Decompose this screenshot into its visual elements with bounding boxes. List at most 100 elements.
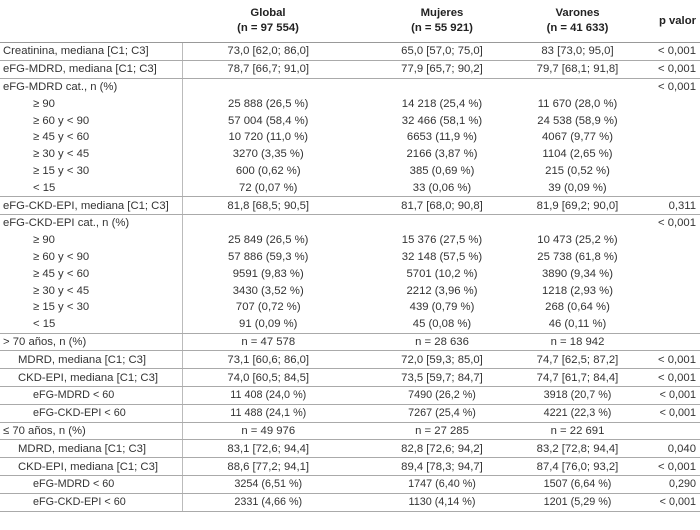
table-row: ≥ 15 y < 30 600 (0,62 %) 385 (0,69 %) 215 (… xyxy=(0,162,700,180)
cell-varones: 1201 (5,29 %) xyxy=(530,493,625,512)
cell-empty xyxy=(530,214,625,231)
cell-mujeres: 2212 (3,96 %) xyxy=(406,284,478,297)
cell-empty xyxy=(182,214,354,231)
data-table: Global (n = 97 554) Mujeres (n = 55 921) Var… xyxy=(0,0,700,512)
cell-varones: n = 22 691 xyxy=(530,422,625,441)
cell-mujeres: 14 218 (25,4 %) xyxy=(401,97,483,110)
row-label: ≥ 90 xyxy=(0,231,183,249)
cell-global: 72 (0,07 %) xyxy=(182,179,354,198)
table-row: < 15 72 (0,07 %) 33 (0,06 %) 39 (0,09 %) xyxy=(0,179,700,198)
cell-varones: 1104 (2,65 %) xyxy=(542,148,613,161)
cell-empty xyxy=(354,214,530,231)
cell-empty xyxy=(625,265,700,282)
cell-varones: n = 18 942 xyxy=(530,333,625,352)
row-label: CKD-EPI, mediana [C1; C3] xyxy=(0,457,183,476)
cell-varones: 1507 (6,64 %) xyxy=(530,475,625,494)
cell-varones: 81,9 [69,2; 90,0] xyxy=(530,196,625,215)
cell-empty xyxy=(625,249,700,266)
row-label: ≥ 90 xyxy=(0,95,183,113)
cell-p: < 0,001 xyxy=(625,368,700,387)
cell-mujeres: 72,0 [59,3; 85,0] xyxy=(354,350,530,370)
cell-varones: 4221 (22,3 %) xyxy=(530,404,625,423)
row-label: eFG-CKD-EPI < 60 xyxy=(0,493,183,512)
cell-global: 57 886 (59,3 %) xyxy=(228,250,309,263)
column-header: Varones (n = 41 633) xyxy=(530,0,625,43)
row-label: eFG-MDRD, mediana [C1; C3] xyxy=(0,60,183,79)
cell-varones: 83,2 [72,8; 94,4] xyxy=(530,439,625,459)
cell-global: 11 408 (24,0 %) xyxy=(182,386,354,405)
cell-global: 73,1 [60,6; 86,0] xyxy=(182,350,354,370)
table-row: eFG-MDRD cat., n (%) < 0,001 xyxy=(0,78,700,96)
row-label: < 15 xyxy=(0,315,183,334)
cell-empty xyxy=(625,163,700,180)
table-row: ≥ 60 y < 90 57 886 (59,3 %) 32 148 (57,5 %… xyxy=(0,248,700,266)
cell-mujeres: 65,0 [57,0; 75,0] xyxy=(354,42,530,61)
cell-varones: 3918 (20,7 %) xyxy=(530,386,625,405)
cell-p: < 0,001 xyxy=(625,457,700,476)
cell-empty xyxy=(625,129,700,146)
row-label: ≥ 15 y < 30 xyxy=(0,162,183,180)
column-name: Global xyxy=(250,7,286,19)
cell-mujeres: 15 376 (27,5 %) xyxy=(401,234,483,247)
cell-mujeres: 32 466 (58,1 %) xyxy=(401,114,483,127)
cell-varones: 268 (0,64 %) xyxy=(545,301,610,314)
cell-mujeres: 1747 (6,40 %) xyxy=(354,475,530,494)
cell-empty xyxy=(625,333,700,352)
table-row: eFG-CKD-EPI cat., n (%) < 0,001 xyxy=(0,214,700,232)
table-row: eFG-CKD-EPI, mediana [C1; C3] 81,8 [68,5;… xyxy=(0,196,700,215)
table-row: ≥ 90 25 849 (26,5 %) 15 376 (27,5 %) 10 473… xyxy=(0,231,700,249)
cell-global: n = 47 578 xyxy=(182,333,354,352)
cell-p: < 0,001 xyxy=(657,80,696,93)
cell-varones: 25 738 (61,8 %) xyxy=(537,250,618,263)
table-row: eFG-MDRD, mediana [C1; C3] 78,7 [66,7; 91… xyxy=(0,60,700,79)
cell-varones: 79,7 [68,1; 91,8] xyxy=(530,60,625,79)
column-header: Mujeres (n = 55 921) xyxy=(354,0,530,43)
cell-empty xyxy=(530,78,625,95)
row-label: eFG-MDRD < 60 xyxy=(0,386,183,405)
row-label: CKD-EPI, mediana [C1; C3] xyxy=(0,368,183,387)
cell-p: < 0,001 xyxy=(625,42,700,61)
table-row: CKD-EPI, mediana [C1; C3] 88,6 [77,2; 94,… xyxy=(0,457,700,476)
cell-global: 707 (0,72 %) xyxy=(235,301,301,314)
table-row: ≥ 90 25 888 (26,5 %) 14 218 (25,4 %) 11 670… xyxy=(0,95,700,113)
cell-p: < 0,001 xyxy=(625,404,700,423)
cell-global: 600 (0,62 %) xyxy=(235,164,301,177)
cell-empty xyxy=(625,315,700,334)
column-n: (n = 55 921) xyxy=(411,22,473,34)
cell-global: 91 (0,09 %) xyxy=(182,315,354,334)
cell-varones: 4067 (9,77 %) xyxy=(542,131,613,144)
cell-global: 78,7 [66,7; 91,0] xyxy=(182,60,354,79)
cell-p: < 0,001 xyxy=(657,217,696,230)
cell-mujeres: 6653 (11,9 %) xyxy=(406,131,478,144)
row-label: eFG-MDRD cat., n (%) xyxy=(0,78,183,96)
cell-global: 25 888 (26,5 %) xyxy=(228,97,309,110)
header-row: Global (n = 97 554) Mujeres (n = 55 921) Var… xyxy=(0,0,700,43)
table-row: CKD-EPI, mediana [C1; C3] 74,0 [60,5; 84,… xyxy=(0,368,700,387)
cell-mujeres: 385 (0,69 %) xyxy=(409,164,475,177)
cell-global: 2331 (4,66 %) xyxy=(182,493,354,512)
row-label: eFG-MDRD < 60 xyxy=(0,475,183,494)
row-label: eFG-CKD-EPI < 60 xyxy=(0,404,183,423)
cell-global: 3430 (3,52 %) xyxy=(232,284,304,297)
cell-empty xyxy=(625,422,700,441)
cell-varones: 74,7 [62,5; 87,2] xyxy=(530,350,625,370)
table-row: eFG-MDRD < 60 3254 (6,51 %) 1747 (6,40 %) 1… xyxy=(0,475,700,494)
cell-empty xyxy=(625,179,700,198)
cell-global: 73,0 [62,0; 86,0] xyxy=(182,42,354,61)
row-label: ≥ 60 y < 90 xyxy=(0,112,183,129)
cell-varones: 74,7 [61,7; 84,4] xyxy=(530,368,625,387)
table-body: Creatinina, mediana [C1; C3] 73,0 [62,0; … xyxy=(0,42,700,512)
cell-global: 57 004 (58,4 %) xyxy=(228,114,309,127)
cell-mujeres: 81,7 [68,0; 90,8] xyxy=(354,196,530,215)
cell-empty xyxy=(182,78,354,95)
header-empty xyxy=(0,0,182,43)
table-row: MDRD, mediana [C1; C3] 83,1 [72,6; 94,4] 8… xyxy=(0,439,700,459)
cell-mujeres: 32 148 (57,5 %) xyxy=(401,250,483,263)
cell-varones: 215 (0,52 %) xyxy=(545,164,610,177)
row-label: eFG-CKD-EPI cat., n (%) xyxy=(0,214,183,232)
cell-empty xyxy=(625,299,700,316)
row-label: MDRD, mediana [C1; C3] xyxy=(0,350,183,370)
table-row: eFG-CKD-EPI < 60 11 488 (24,1 %) 7267 (25,… xyxy=(0,404,700,423)
cell-global: 74,0 [60,5; 84,5] xyxy=(182,368,354,387)
